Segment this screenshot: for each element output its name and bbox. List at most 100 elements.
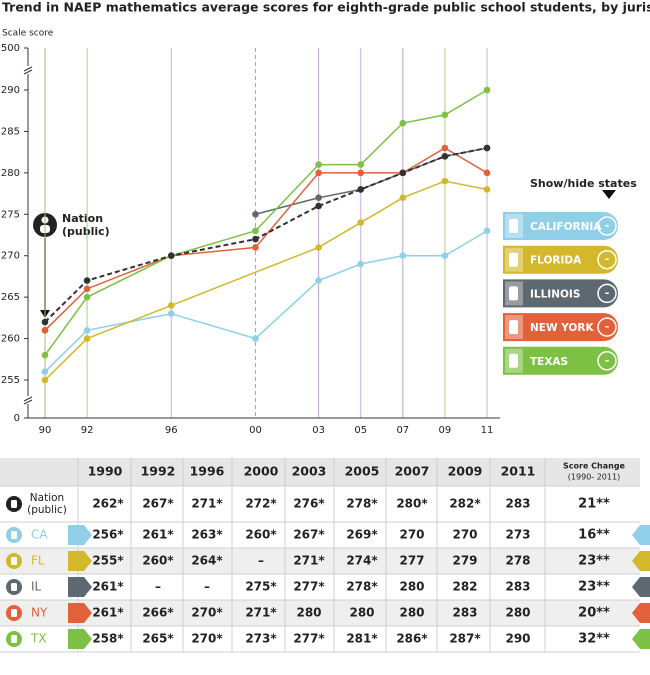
row-tag	[68, 551, 92, 571]
data-point	[252, 335, 259, 342]
data-point	[41, 326, 49, 334]
table-cell: 274*	[346, 554, 378, 568]
data-point	[357, 260, 365, 268]
x-tick-label: 92	[81, 425, 94, 436]
table-cell: 265*	[142, 632, 174, 646]
table-cell: 256*	[92, 528, 124, 542]
table-cell: 270*	[191, 632, 223, 646]
data-point	[41, 318, 49, 326]
series-line	[44, 180, 488, 381]
table-header-bg	[0, 458, 640, 486]
table-cell: 280*	[396, 497, 428, 511]
data-point	[399, 119, 407, 127]
table-cell: 280	[399, 606, 424, 620]
table-cell: 270*	[191, 606, 223, 620]
legend-button[interactable]: NEW YORK -	[503, 313, 619, 342]
axis-break-gap	[22, 66, 34, 74]
table-cell: 282	[452, 580, 477, 594]
table-cell: 266*	[142, 606, 174, 620]
row-end-tag	[632, 603, 650, 623]
table-cell: 280	[505, 606, 530, 620]
y-tick-label: 260	[1, 334, 20, 345]
data-point	[252, 235, 259, 243]
data-point	[399, 194, 407, 202]
legend-button[interactable]: TEXAS -	[503, 346, 619, 375]
table-cell: 290	[505, 632, 530, 646]
table-cell: 258*	[92, 632, 124, 646]
row-end-tag	[632, 629, 650, 649]
legend-button[interactable]: FLORIDA -	[503, 245, 618, 274]
table-cell: 260*	[245, 528, 277, 542]
table-cell: 277*	[293, 632, 325, 646]
y-tick-label: 275	[1, 209, 20, 220]
table-cell: 286*	[396, 632, 428, 646]
legend-icon	[509, 219, 518, 233]
table-cell: 281*	[346, 632, 378, 646]
legend-button[interactable]: CALIFORNIA -	[503, 212, 618, 240]
legend-button[interactable]: ILLINOIS -	[503, 279, 619, 308]
data-point	[357, 186, 365, 193]
table-change: 23**	[578, 580, 610, 595]
table-change: 21**	[578, 497, 610, 512]
data-point	[483, 227, 491, 235]
table-column-header: 2005	[345, 464, 380, 479]
y-axis-label: Scale score	[2, 29, 54, 39]
table-change: 20**	[578, 606, 610, 621]
series-line	[44, 230, 488, 373]
table-change-header: Score Change	[563, 462, 626, 471]
table-cell: 261*	[92, 606, 124, 620]
data-point	[441, 144, 449, 152]
table-cell: 283	[505, 497, 530, 511]
annotation-title: Nation	[62, 212, 103, 225]
table-change: 16**	[578, 528, 610, 543]
data-point	[41, 376, 49, 384]
table-column-header: 1992	[141, 464, 176, 479]
x-tick-label: 05	[354, 425, 367, 436]
legend-icon	[509, 286, 518, 301]
y-tick-label: 500	[1, 43, 20, 54]
data-point	[83, 335, 91, 342]
table-cell: –	[204, 580, 210, 594]
legend-label: TEXAS	[530, 356, 568, 368]
data-point	[83, 326, 91, 334]
table-cell: –	[258, 554, 264, 568]
data-point	[167, 302, 175, 309]
legend-toggle	[597, 283, 617, 304]
axis-break	[23, 399, 33, 405]
table-cell: 280	[296, 606, 321, 620]
legend-button-bg	[503, 313, 619, 342]
row-end-tag	[632, 577, 650, 597]
data-point	[252, 227, 259, 235]
row-icon-mark	[11, 635, 17, 643]
data-point	[441, 111, 449, 119]
table-row-bg	[0, 548, 640, 574]
table-row-bg	[0, 600, 640, 626]
legend-button-bg	[503, 279, 619, 308]
table-cell: 283	[505, 580, 530, 594]
row-icon-mark	[11, 557, 17, 565]
x-tick-label: 03	[312, 425, 325, 436]
table-cell: 280	[349, 606, 374, 620]
legend-toggle	[597, 351, 617, 371]
series-line	[255, 147, 488, 216]
legend-toggle-label: -	[605, 219, 610, 232]
row-tag	[68, 603, 92, 623]
row-icon-mark	[11, 500, 17, 508]
table-cell: –	[155, 580, 161, 594]
table-cell: 271*	[245, 606, 277, 620]
x-tick-label: 07	[396, 425, 409, 436]
data-point	[315, 161, 322, 168]
table-cell: 279	[452, 554, 477, 568]
row-label: Nation	[30, 492, 64, 504]
data-point	[483, 186, 491, 193]
chart-title: Trend in NAEP mathematics average scores…	[2, 0, 650, 15]
data-point	[483, 86, 491, 94]
annotation: (public)	[62, 225, 110, 238]
data-point	[483, 169, 491, 177]
data-point	[399, 252, 407, 260]
x-tick-label: 09	[439, 425, 452, 436]
legend-icon	[509, 252, 518, 267]
table-cell: 276*	[293, 497, 325, 511]
legend-label: CALIFORNIA	[530, 221, 602, 233]
